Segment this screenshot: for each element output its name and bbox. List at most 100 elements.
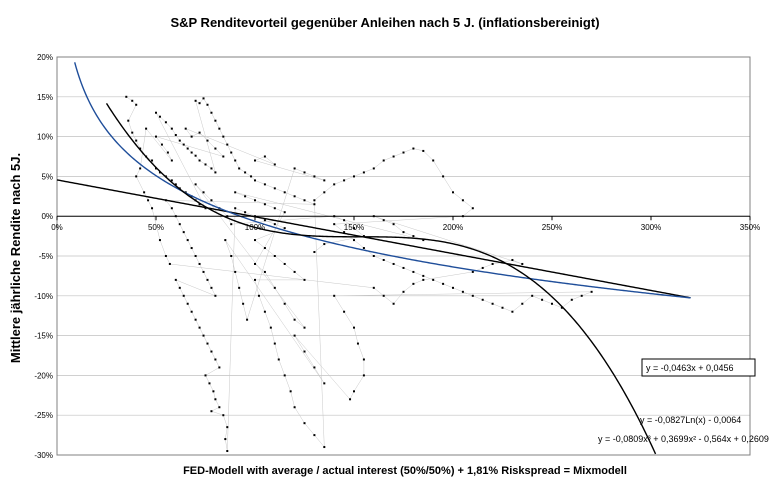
data-point: [442, 282, 445, 285]
data-point: [186, 239, 189, 242]
data-point: [238, 167, 241, 170]
data-point: [224, 239, 227, 242]
data-point: [303, 199, 306, 202]
data-point: [214, 358, 217, 361]
data-point: [234, 270, 237, 273]
data-point: [208, 382, 211, 385]
data-point: [362, 247, 365, 250]
data-point: [174, 134, 177, 137]
data-point: [283, 302, 286, 305]
data-point: [254, 262, 256, 265]
data-point: [392, 155, 395, 158]
data-point: [313, 175, 316, 178]
data-point: [273, 163, 276, 166]
data-point: [333, 183, 336, 186]
data-point: [145, 127, 148, 130]
data-point: [202, 334, 205, 337]
data-point: [382, 219, 385, 222]
data-point: [263, 155, 266, 158]
data-point: [151, 159, 154, 162]
data-point: [570, 298, 573, 301]
y-axis-label: Mittlere jährliche Rendite nach 5J.: [8, 153, 23, 363]
data-point: [590, 290, 593, 293]
y-tick-label: -5%: [39, 252, 53, 261]
data-point: [402, 231, 405, 234]
data-point: [580, 294, 583, 297]
data-point: [273, 342, 276, 345]
y-tick-label: 15%: [37, 93, 53, 102]
data-point: [422, 239, 425, 242]
data-point: [273, 286, 276, 289]
data-point: [226, 143, 229, 146]
trendline-polynomial: [105, 102, 657, 455]
data-point: [263, 270, 266, 273]
data-point: [273, 255, 276, 257]
data-point: [402, 151, 405, 154]
trendline-linear: [56, 179, 691, 299]
data-point: [392, 302, 395, 305]
data-point: [170, 127, 173, 130]
data-point: [155, 135, 157, 138]
data-point: [234, 191, 237, 194]
data-point: [139, 167, 142, 170]
data-point: [283, 211, 286, 214]
data-point: [349, 398, 352, 401]
data-point: [166, 151, 169, 154]
data-point: [182, 294, 185, 297]
data-point: [521, 302, 524, 305]
data-point: [402, 290, 405, 293]
data-point: [560, 306, 563, 309]
data-point: [343, 219, 346, 222]
data-point: [293, 167, 296, 170]
data-point: [491, 262, 494, 265]
data-point: [313, 199, 316, 202]
data-point: [155, 167, 157, 170]
data-point: [511, 310, 514, 313]
data-point: [452, 286, 454, 289]
data-point: [362, 171, 365, 174]
data-point: [234, 207, 237, 210]
data-point: [481, 298, 484, 301]
data-point: [226, 426, 229, 429]
data-point: [273, 223, 276, 226]
data-point: [198, 159, 201, 162]
data-point: [158, 171, 161, 174]
data-point: [238, 286, 241, 289]
data-point: [147, 199, 150, 202]
data-point: [158, 239, 161, 242]
data-point: [214, 294, 217, 297]
data-point: [244, 171, 247, 174]
data-point: [198, 326, 201, 329]
data-point: [214, 398, 217, 401]
y-tick-label: -25%: [34, 411, 53, 420]
data-point: [353, 326, 355, 329]
data-point: [202, 270, 205, 273]
data-point: [143, 191, 146, 194]
data-point: [178, 286, 181, 289]
data-point: [206, 139, 209, 142]
x-tick-label: 350%: [740, 223, 760, 232]
data-point: [254, 159, 256, 162]
data-point: [254, 278, 256, 281]
data-point: [303, 278, 306, 281]
data-point: [273, 187, 276, 190]
data-point: [250, 175, 253, 178]
data-point: [184, 127, 187, 130]
x-tick-label: 300%: [641, 223, 661, 232]
data-point: [164, 121, 167, 124]
data-point: [471, 207, 474, 210]
y-tick-label: 10%: [37, 133, 53, 142]
data-point: [254, 179, 256, 182]
data-point: [432, 278, 435, 281]
x-tick-label: 250%: [542, 223, 562, 232]
data-point: [531, 294, 534, 297]
data-point: [382, 159, 385, 162]
x-tick-label: 50%: [148, 223, 164, 232]
data-point: [155, 111, 157, 114]
data-point: [293, 406, 296, 409]
data-point: [190, 151, 193, 154]
data-point: [283, 227, 286, 230]
data-point: [481, 266, 484, 269]
x-tick-label: 0%: [51, 223, 63, 232]
data-point: [293, 334, 296, 337]
